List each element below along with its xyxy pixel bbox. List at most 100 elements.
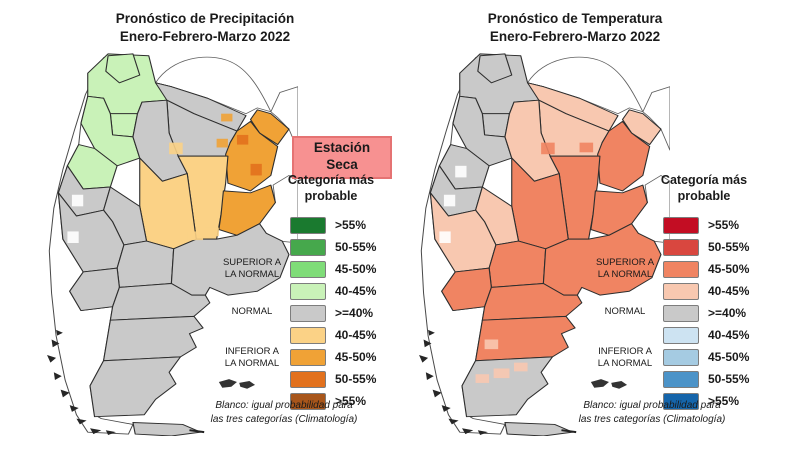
legend-title: Categoría más probable xyxy=(660,173,748,204)
raster-patch xyxy=(484,339,499,350)
below-normal-label: INFERIOR A LA NORMAL xyxy=(597,346,653,370)
brazil-outline xyxy=(642,86,670,151)
dry-season-badge: Estación Seca xyxy=(292,136,392,179)
argentina-map-temperature xyxy=(419,53,670,436)
legend-row: 45-50% xyxy=(663,346,749,368)
legend-entries: >55% 50-55% 45-50% 40-45% >=40% 40-45% 45-50% 5… xyxy=(663,214,749,412)
raster-patch xyxy=(205,227,219,237)
legend-entry-label: 45-50% xyxy=(335,350,377,364)
legend-swatch-normal xyxy=(290,304,326,322)
legend-swatch-sup_50_55 xyxy=(663,238,699,256)
legend-row: 40-45% xyxy=(663,324,749,346)
malvinas-islands xyxy=(590,379,628,389)
legend-row: 45-50% xyxy=(290,258,376,280)
legend-entry-label: 40-45% xyxy=(708,328,750,342)
legend-entry-label: 40-45% xyxy=(708,284,750,298)
legend-row: >55% xyxy=(290,214,376,236)
province-corrientes xyxy=(597,120,651,192)
raster-patch xyxy=(579,142,594,153)
below-normal-label: INFERIOR A LA NORMAL xyxy=(224,346,280,370)
legend-swatch-inf_40_45 xyxy=(290,326,326,344)
legend-entry-label: 50-55% xyxy=(335,240,377,254)
raster-patch xyxy=(67,231,79,243)
legend-swatch-sup_45_50 xyxy=(663,260,699,278)
raster-patch xyxy=(541,142,555,155)
legend-swatch-sup_gt55 xyxy=(290,216,326,234)
legend-row: 50-55% xyxy=(663,368,749,390)
province-tierra_fuego xyxy=(504,422,574,436)
legend-row: 45-50% xyxy=(290,346,376,368)
legend-swatch-sup_gt55 xyxy=(663,216,699,234)
precipitation-legend: Estación Seca Categoría más probable >55% 5… xyxy=(223,130,415,430)
precipitation-title: Pronóstico de Precipitación Enero-Febrero… xyxy=(115,11,295,44)
legend-swatch-inf_50_55 xyxy=(290,370,326,388)
legend-swatch-sup_40_45 xyxy=(290,282,326,300)
raster-patch xyxy=(250,163,262,176)
legend-swatch-inf_45_50 xyxy=(290,348,326,366)
argentina-map-precipitation xyxy=(47,53,298,436)
raster-patch xyxy=(236,134,249,145)
raster-patch xyxy=(439,231,451,243)
legend-entry-label: 45-50% xyxy=(335,262,377,276)
province-chubut xyxy=(103,315,204,362)
raster-patch xyxy=(187,231,204,241)
above-normal-label: SUPERIOR A LA NORMAL xyxy=(222,257,282,281)
legend-row: >55% xyxy=(663,390,749,412)
legend-title: Categoría más probable xyxy=(287,173,375,204)
province-santa_cruz xyxy=(461,356,553,418)
province-la_pampa xyxy=(116,240,175,288)
legend-row: 40-45% xyxy=(290,324,376,346)
legend-entry-label: >=40% xyxy=(335,306,374,320)
legend-entry-label: 45-50% xyxy=(708,350,750,364)
legend-entry-label: >55% xyxy=(708,394,740,408)
legend-row: 50-55% xyxy=(290,236,376,258)
legend-entry-label: 50-55% xyxy=(335,372,377,386)
legend-entries: >55% 50-55% 45-50% 40-45% >=40% 40-45% 45-50% 5… xyxy=(290,214,376,412)
legend-entry-label: >=40% xyxy=(708,306,747,320)
legend-entry-label: 45-50% xyxy=(708,262,750,276)
precipitation-panel: Pronóstico de Precipitación Enero-Febrero… xyxy=(47,11,392,436)
paraguay-outline xyxy=(154,56,272,115)
legend-row: >=40% xyxy=(290,302,376,324)
temperature-title: Pronóstico de Temperatura Enero-Febrero-M… xyxy=(487,11,663,44)
legend-row: 40-45% xyxy=(663,280,749,302)
legend-swatch-inf_45_50 xyxy=(663,348,699,366)
legend-swatch-sup_50_55 xyxy=(290,238,326,256)
raster-patch xyxy=(475,374,490,383)
above-normal-label: SUPERIOR A LA NORMAL xyxy=(595,257,655,281)
temperature-footnote: Blanco: igual probabilidad para las tres … xyxy=(578,400,726,425)
legend-row: 50-55% xyxy=(663,236,749,258)
raster-patch xyxy=(455,165,467,178)
legend-swatch-sup_40_45 xyxy=(663,282,699,300)
province-chubut xyxy=(475,315,576,362)
raster-patch xyxy=(493,368,510,379)
province-santa_cruz xyxy=(89,356,181,418)
legend-swatch-inf_gt55 xyxy=(290,392,326,410)
raster-patch xyxy=(514,362,528,372)
legend-row: >55% xyxy=(290,390,376,412)
raster-patch xyxy=(169,142,183,155)
raster-patch xyxy=(443,194,456,207)
legend-swatch-sup_45_50 xyxy=(290,260,326,278)
raster-patch xyxy=(71,194,84,207)
legend-entry-label: 40-45% xyxy=(335,328,377,342)
paraguay-outline xyxy=(526,56,644,115)
province-la_pampa xyxy=(488,240,547,288)
malvinas-islands xyxy=(218,379,256,389)
province-jujuy xyxy=(105,53,141,84)
raster-patch xyxy=(221,113,233,122)
province-tierra_fuego xyxy=(132,422,202,436)
legend-row: >55% xyxy=(663,214,749,236)
legend-entry-label: 50-55% xyxy=(708,372,750,386)
raster-patch xyxy=(216,138,228,148)
temperature-legend: Categoría más probable >55% 50-55% 45-50% 40… xyxy=(596,130,788,430)
legend-row: 50-55% xyxy=(290,368,376,390)
legend-entry-label: >55% xyxy=(708,218,740,232)
legend-row: 45-50% xyxy=(663,258,749,280)
isla-estados xyxy=(189,429,205,434)
brazil-outline xyxy=(270,86,298,151)
province-misiones xyxy=(621,109,662,146)
legend-swatch-inf_gt55 xyxy=(663,392,699,410)
legend-entry-label: >55% xyxy=(335,218,367,232)
